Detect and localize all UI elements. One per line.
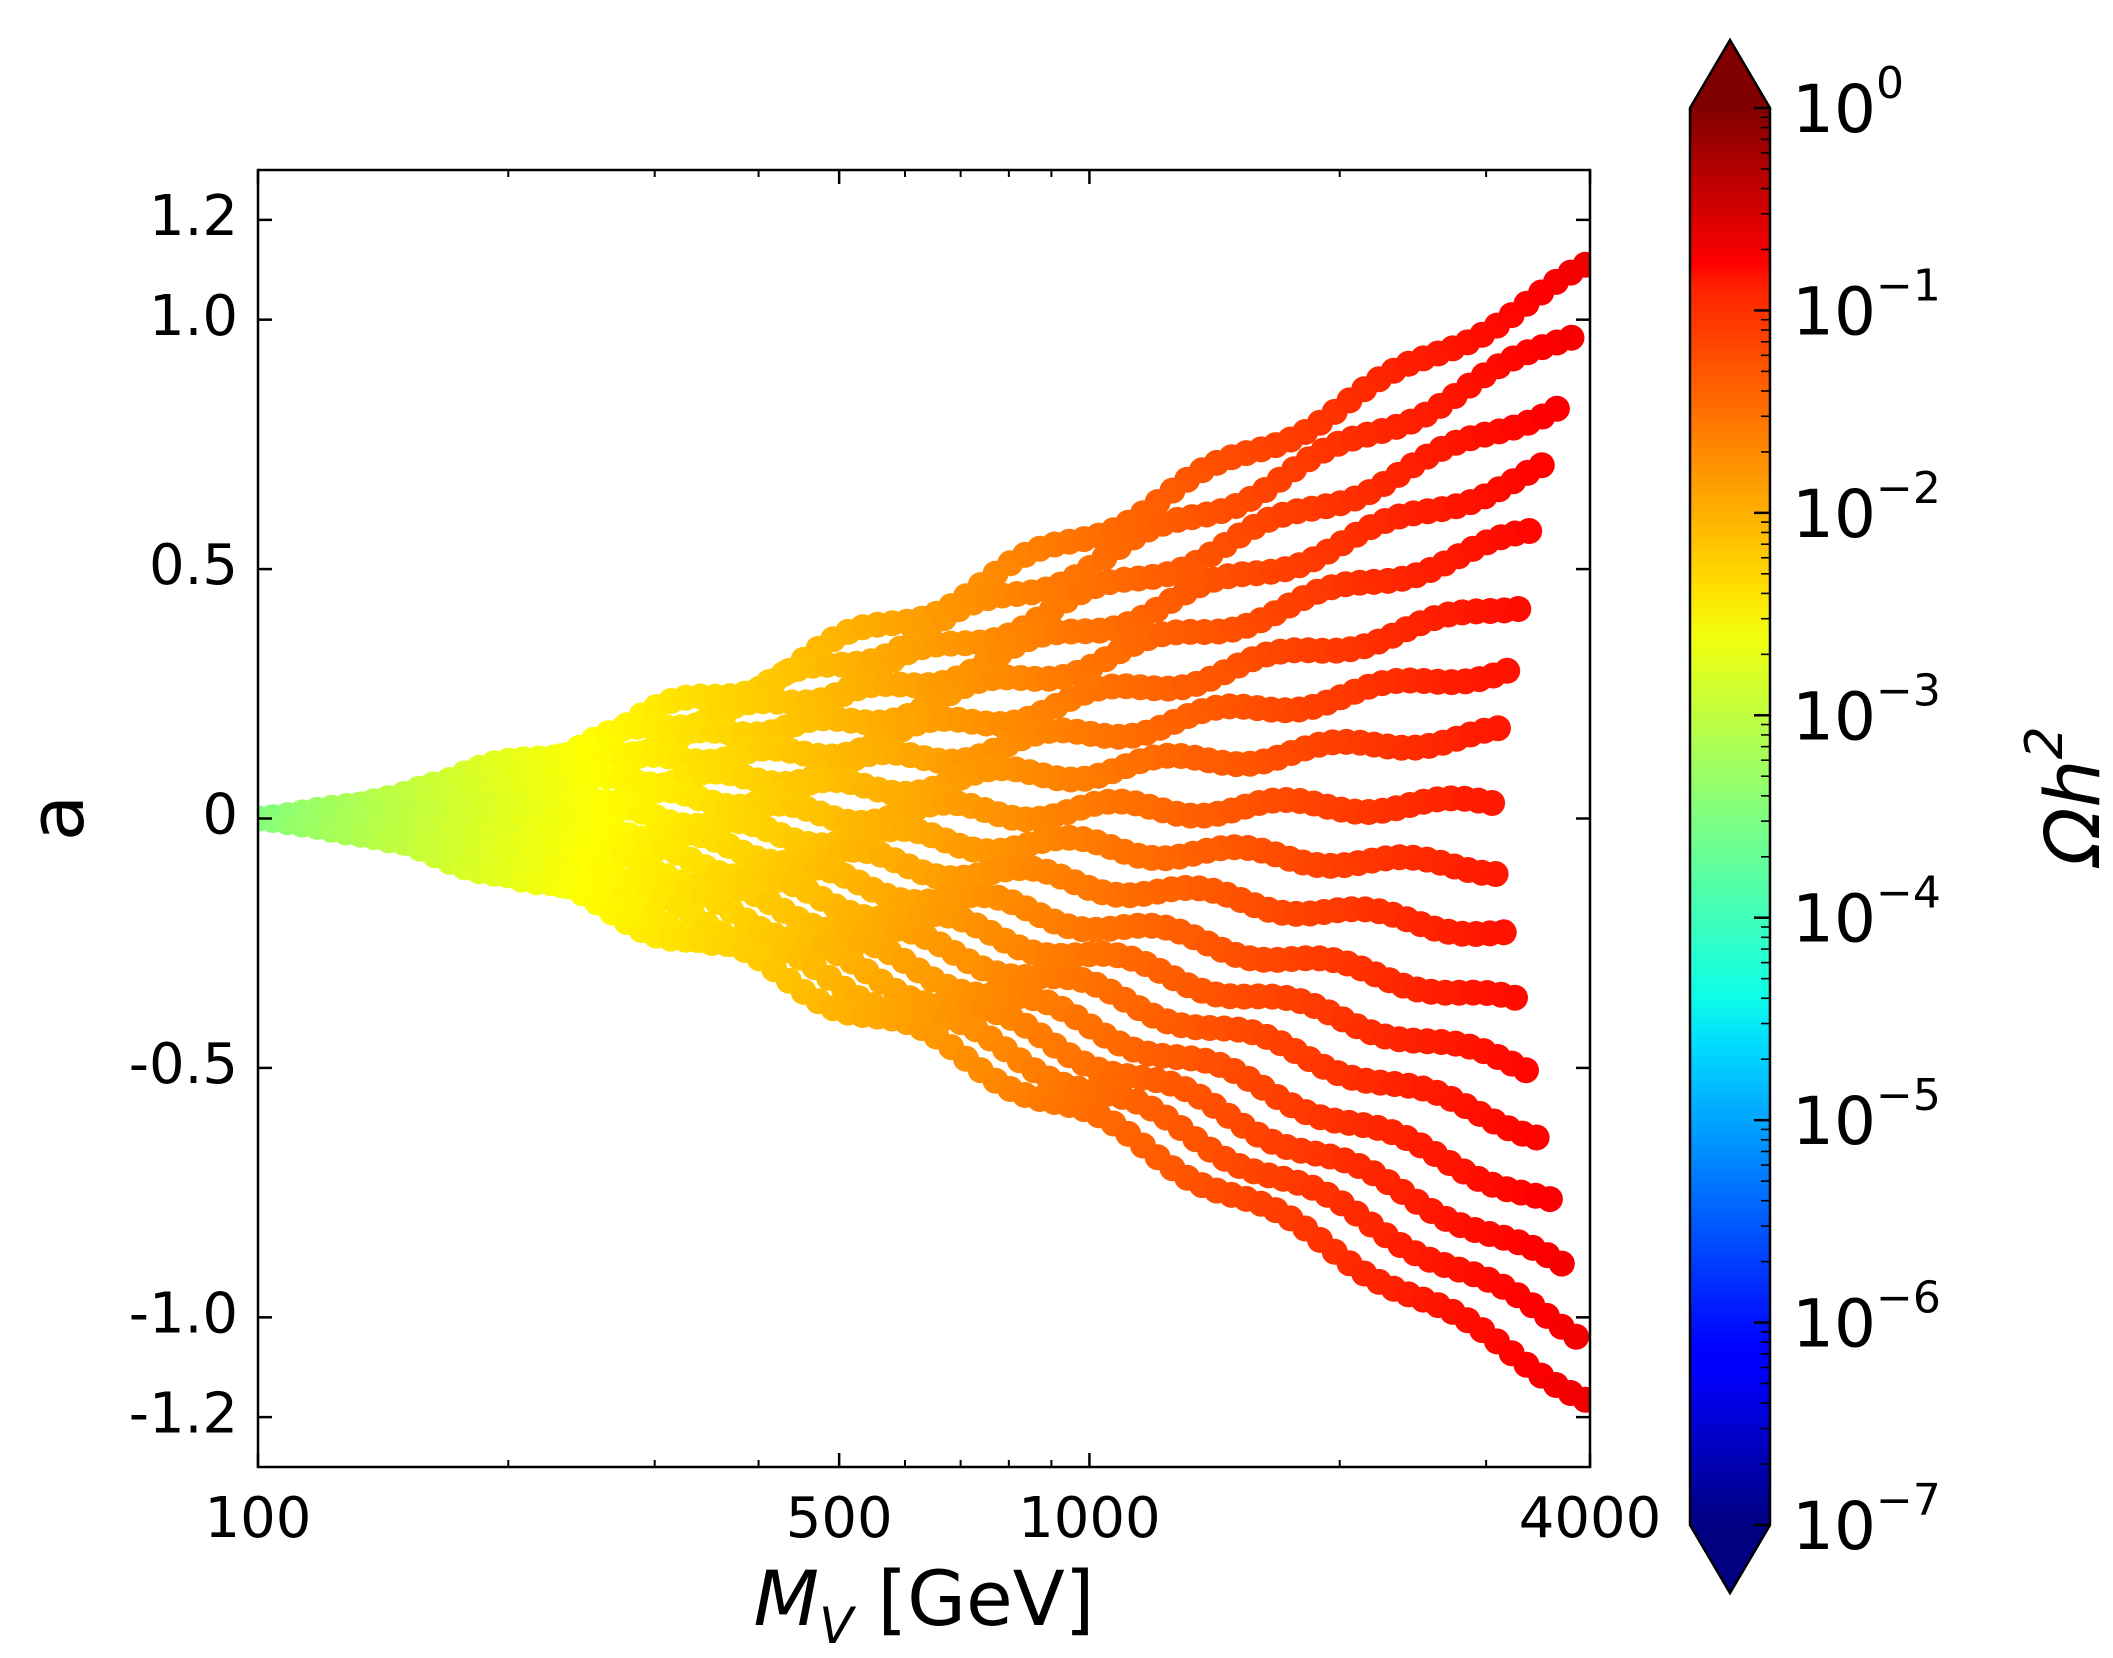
- data-point: [1490, 919, 1517, 946]
- data-point: [1485, 715, 1511, 742]
- scatter-points: [258, 251, 1590, 1413]
- data-point: [1548, 1250, 1575, 1277]
- data-point: [1502, 984, 1528, 1011]
- data-point: [1563, 1323, 1590, 1350]
- data-point: [1543, 395, 1570, 422]
- colorbar-label: Ωh2: [2015, 726, 2113, 868]
- colorbar-gradient: [1690, 108, 1770, 1525]
- y-axis: 1.2 1.0 0.5 0 -0.5 -1.0 -1.2: [129, 184, 1590, 1446]
- data-point: [1558, 324, 1585, 351]
- colorbar-tick-label: 10−4: [1792, 868, 1941, 958]
- data-point: [1528, 452, 1555, 479]
- data-point: [1572, 251, 1590, 278]
- data-point: [1505, 596, 1532, 622]
- data-point: [1494, 657, 1521, 684]
- colorbar-ticks: 100 10−1 10−2 10−3 10−4 10−5 10−6 10−7: [1754, 58, 1941, 1565]
- y-tick-label: -0.5: [129, 1032, 238, 1097]
- data-point: [1572, 1386, 1590, 1413]
- data-point: [1513, 1057, 1539, 1084]
- x-tick-label: 500: [786, 1486, 893, 1551]
- colorbar: 100 10−1 10−2 10−3 10−4 10−5 10−6 10−7 Ωh2: [1688, 37, 2113, 1596]
- x-axis: 100 500 1000 4000: [205, 170, 1662, 1551]
- y-tick-label: 1.2: [149, 184, 238, 249]
- colorbar-tick-label: 10−1: [1792, 260, 1941, 350]
- colorbar-tick-label: 10−7: [1792, 1475, 1941, 1565]
- colorbar-tick-label: 10−3: [1792, 665, 1941, 755]
- colorbar-tick-label: 100: [1792, 58, 1904, 148]
- data-point: [1482, 861, 1509, 887]
- data-point: [1516, 518, 1543, 544]
- colorbar-tick-label: 10−5: [1792, 1070, 1941, 1160]
- colorbar-extend-bottom: [1690, 1525, 1770, 1593]
- x-axis-label: MV [GeV]: [754, 1554, 1095, 1655]
- data-point: [1536, 1186, 1563, 1213]
- x-tick-label: 1000: [1018, 1486, 1161, 1551]
- x-tick-label: 100: [205, 1486, 312, 1551]
- y-tick-label: 1.0: [149, 284, 238, 349]
- colorbar-tick-label: 10−6: [1792, 1273, 1941, 1363]
- colorbar-extend-top: [1690, 40, 1770, 108]
- y-tick-label: -1.0: [129, 1281, 238, 1346]
- y-tick-label: 0.5: [149, 533, 238, 598]
- x-tick-label: 4000: [1519, 1486, 1662, 1551]
- colorbar-tick-label: 10−2: [1792, 463, 1941, 553]
- data-point: [1479, 790, 1506, 816]
- y-tick-label: 0: [202, 783, 238, 848]
- y-tick-label: -1.2: [129, 1381, 238, 1446]
- data-point: [1523, 1124, 1550, 1151]
- y-axis-label: a: [12, 795, 101, 842]
